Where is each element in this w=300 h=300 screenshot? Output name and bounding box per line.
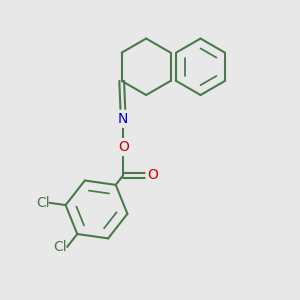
Text: Cl: Cl	[54, 240, 67, 254]
Text: O: O	[118, 140, 129, 154]
Text: Cl: Cl	[36, 196, 50, 210]
Text: N: N	[118, 112, 128, 126]
Text: O: O	[148, 168, 158, 182]
